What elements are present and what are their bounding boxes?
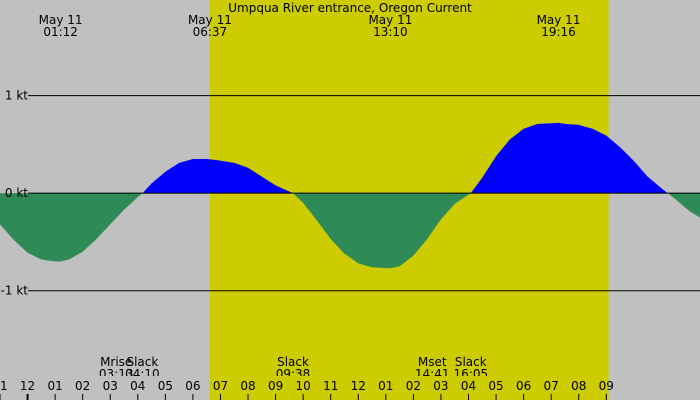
hour-tick-label: 09 bbox=[599, 379, 614, 393]
top-date-label: May 11 bbox=[188, 13, 232, 27]
hour-tick-label: 03 bbox=[103, 379, 118, 393]
hour-tick-label: 07 bbox=[544, 379, 559, 393]
hour-tick-label: 04 bbox=[461, 379, 476, 393]
hour-tick-label: 09 bbox=[268, 379, 283, 393]
hour-tick-label: 11 bbox=[323, 379, 338, 393]
hour-tick-label: 01 bbox=[378, 379, 393, 393]
current-areas bbox=[0, 122, 700, 269]
event-name-label: Slack bbox=[126, 355, 158, 369]
top-time-label: 06:37 bbox=[193, 25, 228, 39]
chart-title: Umpqua River entrance, Oregon Current bbox=[228, 1, 472, 15]
hour-tick-label: 10 bbox=[296, 379, 311, 393]
hour-ticks: 11 12 01 02 03 04 05 06 07 08 09 10 11 12 01 02 03 04 05 06… bbox=[0, 379, 614, 400]
hour-tick-label: 02 bbox=[75, 379, 90, 393]
top-time-label: 13:10 bbox=[373, 25, 408, 39]
top-date-label: May 11 bbox=[39, 13, 83, 27]
event-name-label: Mrise bbox=[100, 355, 132, 369]
y-tick-label: -1 kt bbox=[1, 284, 29, 298]
kt-gridlines bbox=[28, 95, 700, 292]
top-time-label: 01:12 bbox=[43, 25, 78, 39]
hour-tick-label: 04 bbox=[130, 379, 145, 393]
hour-tick-label: 05 bbox=[158, 379, 173, 393]
top-date-label: May 11 bbox=[537, 13, 581, 27]
hour-tick-label: 03 bbox=[433, 379, 448, 393]
top-time-label: 19:16 bbox=[541, 25, 576, 39]
hour-tick-label: 06 bbox=[185, 379, 200, 393]
y-tick-label: 0 kt bbox=[5, 186, 28, 200]
hour-tick-label: 08 bbox=[571, 379, 586, 393]
hour-tick-label: 11 bbox=[0, 379, 8, 393]
hour-tick-label: 07 bbox=[213, 379, 228, 393]
y-tick-label: 1 kt bbox=[5, 89, 28, 103]
event-labels: Mrise03:13Slack04:10Slack09:38Mset14:41S… bbox=[99, 355, 488, 400]
top-date-label: May 11 bbox=[368, 13, 412, 27]
daylight-axis-strip bbox=[209, 376, 609, 400]
hour-tick-label: 12 bbox=[351, 379, 366, 393]
event-name-label: Slack bbox=[277, 355, 309, 369]
flood-area bbox=[142, 122, 668, 194]
hour-tick-label: 02 bbox=[406, 379, 421, 393]
event-name-label: Slack bbox=[455, 355, 487, 369]
hour-tick-label: 08 bbox=[240, 379, 255, 393]
hour-tick-label: 01 bbox=[47, 379, 62, 393]
hour-tick-label: 12 bbox=[20, 379, 35, 393]
y-axis-labels: 1 kt 0 kt -1 kt bbox=[1, 89, 29, 298]
event-name-label: Mset bbox=[418, 355, 447, 369]
ebb-area bbox=[0, 193, 700, 269]
hour-tick-label: 05 bbox=[488, 379, 503, 393]
hour-tick-label: 06 bbox=[516, 379, 531, 393]
daylight-strip bbox=[209, 376, 609, 400]
